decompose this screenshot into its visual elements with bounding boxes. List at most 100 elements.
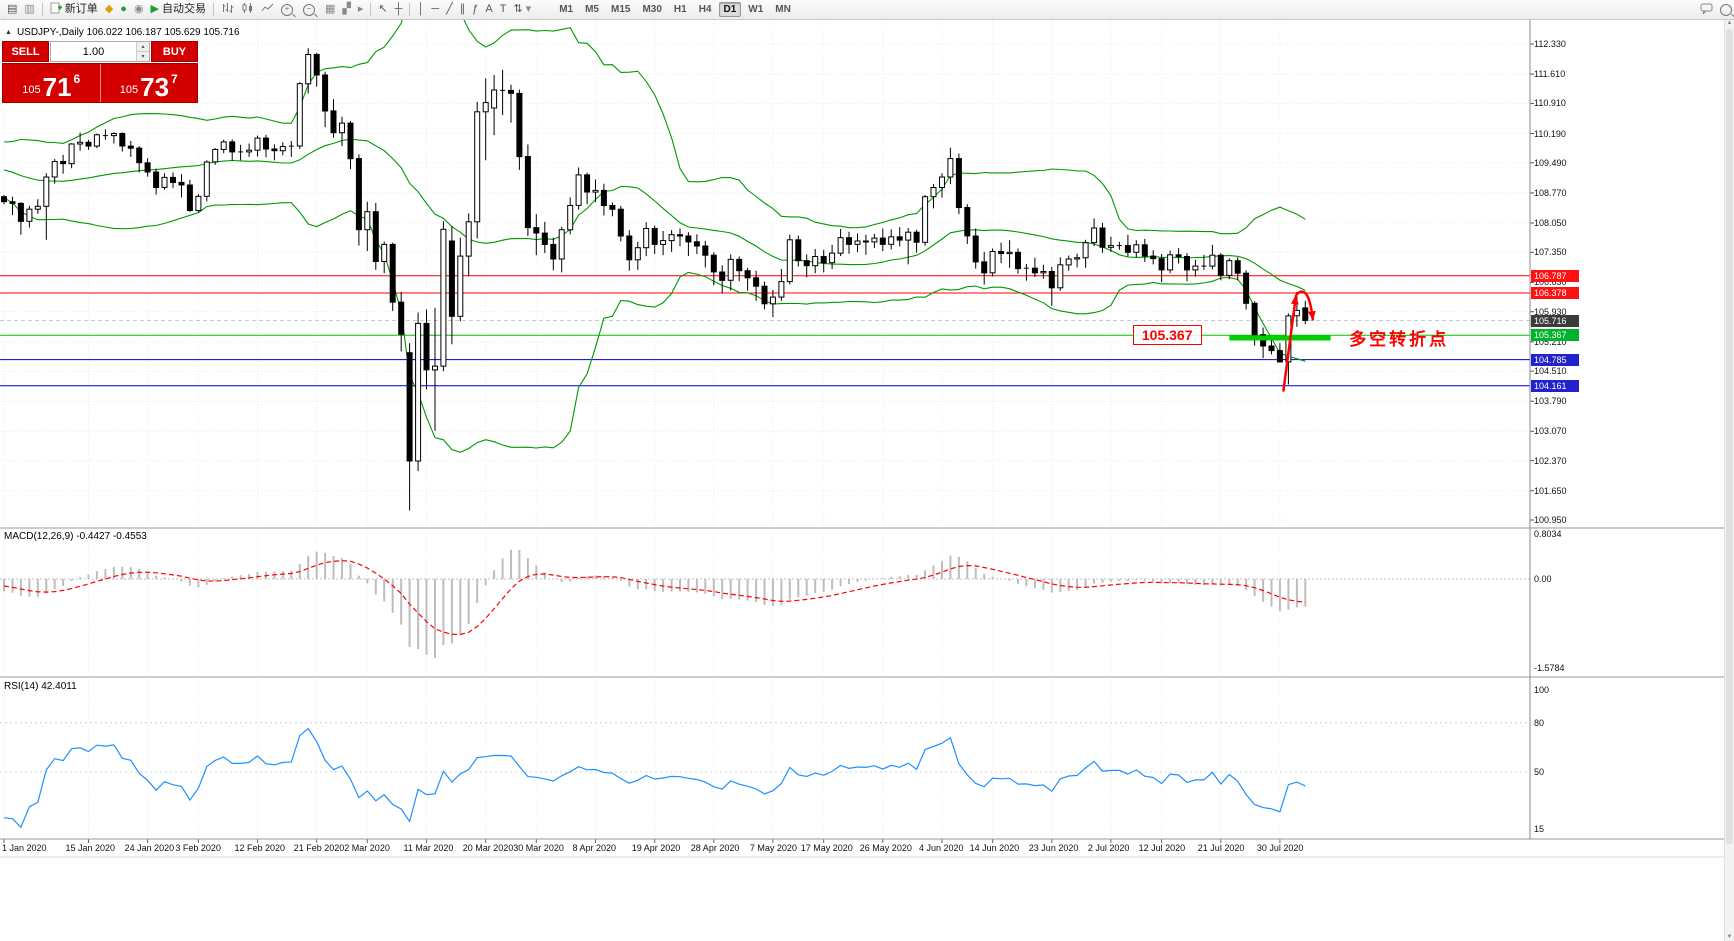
price-axis-tick: 108.050 — [1534, 218, 1567, 228]
label-icon: T — [499, 3, 507, 15]
arrows-tool-button[interactable]: ⇅ ▾ — [510, 1, 534, 18]
zoom-out-button[interactable]: − — [300, 1, 321, 18]
date-axis-tick: 20 Mar 2020 — [462, 843, 514, 853]
price-annotation-box[interactable]: 105.367 — [1132, 325, 1202, 345]
timeframe-mn[interactable]: MN — [775, 4, 791, 15]
auto-trading-button[interactable]: ▶ 自动交易 — [148, 1, 209, 18]
zoom-in-button[interactable]: + — [278, 1, 299, 18]
text-tool-button[interactable]: A — [482, 1, 495, 18]
crosshair-icon: ┼ — [394, 3, 403, 15]
date-axis-tick: 30 Mar 2020 — [513, 843, 564, 853]
chart-title: ▲ USDJPY-,Daily 106.022 106.187 105.629 … — [5, 27, 240, 38]
macd-indicator-label: MACD(12,26,9) -0.4427 -0.4553 — [4, 531, 147, 542]
date-axis-tick: 2 Jul 2020 — [1087, 843, 1130, 853]
date-axis-tick: 26 May 2020 — [859, 843, 912, 853]
macd-axis-tick: 0.8034 — [1534, 528, 1562, 539]
sell-price-small: 105 — [22, 83, 41, 96]
volume-value[interactable]: 1.00 — [82, 45, 105, 58]
price-axis-tick: 107.350 — [1534, 247, 1567, 258]
expert-advisors-button[interactable]: ● — [117, 1, 130, 18]
buy-price-panel[interactable]: 105 73 7 — [99, 64, 198, 102]
new-chart-button[interactable]: ▤ — [4, 1, 20, 18]
volume-field[interactable]: 1.00 ▴ ▾ — [50, 41, 150, 62]
profiles-button[interactable]: ▥ — [21, 1, 37, 18]
rsi-axis-tick: 50 — [1534, 767, 1545, 777]
date-axis-tick: 19 Apr 2020 — [631, 843, 681, 853]
tile-windows-button[interactable]: ▦ — [322, 1, 338, 18]
sell-price-panel[interactable]: 105 71 6 — [3, 64, 100, 102]
price-axis-tick: 108.770 — [1534, 187, 1567, 198]
volume-spinner: ▴ ▾ — [136, 42, 149, 61]
scrollbar-thumb[interactable] — [1726, 29, 1733, 844]
zoom-in-icon: + — [281, 3, 294, 16]
timeframe-h1[interactable]: H1 — [673, 4, 687, 15]
date-axis-tick: 2 Mar 2020 — [344, 843, 390, 853]
cursor-tool-button[interactable]: ↖ — [375, 1, 390, 18]
chevron-down-icon: ▾ — [525, 3, 532, 15]
date-axis-tick: 11 Mar 2020 — [403, 843, 454, 853]
timeframe-m1[interactable]: M1 — [559, 4, 574, 15]
search-icon — [1720, 3, 1732, 16]
metaeditor-button[interactable]: ◆ — [102, 1, 116, 18]
timeframe-m5[interactable]: M5 — [585, 4, 599, 15]
candlestick-chart-button[interactable] — [238, 1, 257, 18]
date-axis-tick: 30 Jul 2020 — [1256, 843, 1304, 853]
chart-shift-button[interactable]: ▸ — [355, 1, 367, 18]
price-tag: 104.161 — [1531, 379, 1579, 392]
auto-arrange-button[interactable]: ▞ — [339, 1, 353, 18]
vertical-line-icon: │ — [417, 3, 425, 15]
fibonacci-icon: ƒ — [472, 3, 479, 15]
date-axis-tick: 28 Apr 2020 — [690, 843, 740, 853]
toolbar-separator — [213, 3, 215, 16]
trendline-tool-button[interactable]: ╱ — [443, 1, 456, 18]
buy-button[interactable]: BUY — [151, 41, 198, 62]
bar-chart-icon — [221, 2, 234, 17]
volume-down-button[interactable]: ▾ — [137, 51, 149, 61]
timeframe-d1[interactable]: D1 — [718, 2, 742, 17]
sell-button[interactable]: SELL — [2, 41, 49, 62]
label-tool-button[interactable]: T — [497, 1, 510, 18]
timeframe-h4[interactable]: H4 — [698, 4, 712, 15]
line-chart-button[interactable] — [258, 1, 277, 18]
auto-arrange-icon: ▞ — [342, 3, 351, 15]
terminal-button[interactable]: ◉ — [131, 1, 147, 18]
price-axis-tick: 111.610 — [1534, 69, 1566, 80]
rsi-axis-tick: 15 — [1534, 824, 1545, 835]
price-axis-tick: 110.910 — [1534, 98, 1566, 109]
timeframe-w1[interactable]: W1 — [748, 4, 764, 15]
horizontal-line-tool-button[interactable]: ─ — [428, 1, 442, 18]
crosshair-tool-button[interactable]: ┼ — [392, 1, 406, 18]
vertical-scrollbar[interactable]: ▲ ▼ — [1724, 19, 1734, 941]
search-button[interactable] — [1717, 1, 1734, 18]
new-order-label: 新订单 — [64, 3, 98, 15]
new-order-button[interactable]: 新订单 — [47, 1, 101, 18]
sell-price-big: 71 — [42, 71, 72, 102]
rsi-axis-tick: 80 — [1534, 717, 1545, 728]
collapse-panel-icon[interactable]: ▲ — [5, 29, 12, 36]
timeframe-m15[interactable]: M15 — [611, 4, 631, 15]
macd-axis-tick: -1.5784 — [1534, 662, 1565, 673]
timeframe-m30[interactable]: M30 — [642, 4, 662, 15]
price-axis-tick: 102.370 — [1534, 455, 1567, 466]
fibonacci-tool-button[interactable]: ƒ — [469, 1, 481, 18]
vertical-line-tool-button[interactable]: │ — [414, 1, 427, 18]
scroll-up-icon[interactable]: ▲ — [1726, 20, 1733, 26]
new-chart-icon: ▤ — [7, 3, 18, 15]
toolbar: ▤ ▥ 新订单 ◆ ● ◉ ▶ 自动交易 + − ▦ ▞ ▸ ↖ ┼ │ ─ ╱… — [0, 0, 1734, 20]
expert-advisor-icon: ● — [120, 3, 127, 15]
sell-price-pip: 6 — [73, 72, 81, 86]
scroll-down-icon[interactable]: ▼ — [1726, 934, 1733, 940]
arrows-icon: ⇅ — [513, 3, 523, 15]
new-order-icon — [50, 2, 62, 17]
zoom-out-icon: − — [303, 3, 316, 16]
channel-tool-button[interactable]: ∥ — [457, 1, 469, 18]
bar-chart-button[interactable] — [218, 1, 237, 18]
volume-up-button[interactable]: ▴ — [137, 42, 149, 51]
metaeditor-icon: ◆ — [104, 3, 114, 15]
community-button[interactable] — [1697, 1, 1716, 18]
price-axis-tick: 105.210 — [1534, 336, 1567, 347]
cursor-icon: ↖ — [378, 3, 388, 15]
turning-point-note[interactable]: 多空转折点 — [1349, 330, 1450, 349]
